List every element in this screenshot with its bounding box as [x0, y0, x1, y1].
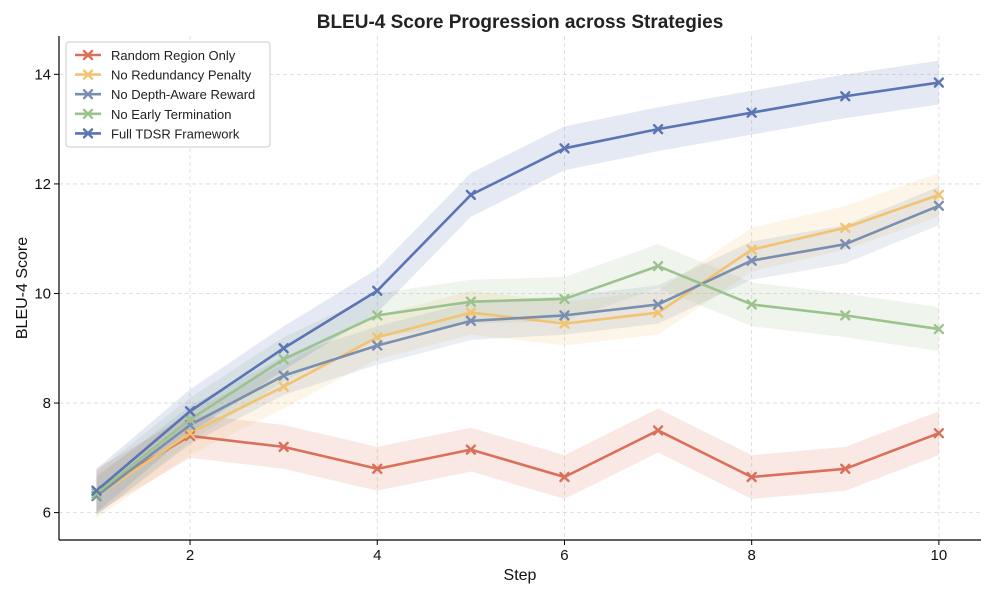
point-full-tdsr-framework [933, 77, 945, 88]
band-full-tdsr-framework [96, 60, 939, 513]
y-axis-label: BLEU-4 Score [14, 237, 31, 339]
point-no-early-termination [278, 354, 289, 365]
series-lines [95, 81, 940, 498]
point-no-early-termination [652, 260, 664, 272]
point-random-region-only [465, 444, 477, 455]
legend-label: Full TDSR Framework [111, 126, 240, 141]
point-no-early-termination [840, 310, 851, 321]
legend-marker [82, 49, 94, 61]
chart-title: BLEU-4 Score Progression across Strategi… [317, 12, 724, 33]
y-tick-label: 12 [34, 176, 51, 193]
point-no-depth-aware-reward [933, 200, 945, 212]
point-no-early-termination [933, 323, 945, 335]
point-no-redundancy-penalty [559, 318, 570, 329]
x-tick-label: 4 [373, 547, 381, 564]
legend-item-no-depth-aware-reward: No Depth-Aware Reward [75, 87, 255, 102]
point-full-tdsr-framework [840, 91, 851, 102]
legend-marker [82, 69, 94, 80]
series-markers [91, 77, 945, 502]
band-no-redundancy-penalty [96, 172, 939, 519]
legend-label: No Early Termination [111, 107, 231, 122]
legend: Random Region Only No Redundancy Penalty N… [65, 41, 271, 148]
line-no-depth-aware-reward [95, 204, 940, 498]
legend-marker [82, 128, 94, 139]
point-full-tdsr-framework [746, 107, 757, 118]
legend-label: No Depth-Aware Reward [111, 87, 255, 102]
point-no-redundancy-penalty [184, 427, 196, 439]
point-no-depth-aware-reward [372, 340, 383, 351]
point-no-early-termination [559, 293, 570, 305]
grid [59, 36, 981, 540]
y-tick-label: 8 [43, 395, 51, 412]
point-no-depth-aware-reward [559, 310, 570, 321]
ticks: 2 4 6 8 10 6 8 10 12 14 [34, 66, 947, 564]
legend-item-full-tdsr-framework: Full TDSR Framework [75, 126, 240, 141]
point-full-tdsr-framework [559, 143, 570, 154]
legend-marker [82, 88, 94, 100]
point-no-redundancy-penalty [652, 307, 664, 318]
y-tick-label: 6 [43, 505, 51, 522]
point-no-early-termination [465, 296, 477, 307]
point-no-redundancy-penalty [746, 244, 757, 255]
point-no-early-termination [372, 310, 383, 321]
point-no-depth-aware-reward [652, 299, 664, 310]
point-no-depth-aware-reward [840, 238, 851, 250]
point-full-tdsr-framework [278, 343, 289, 354]
x-tick-label: 10 [931, 547, 948, 564]
line-full-tdsr-framework [95, 81, 940, 492]
y-tick-label: 10 [34, 285, 51, 302]
point-no-redundancy-penalty [933, 189, 945, 201]
band-random-region-only [96, 408, 939, 513]
line-no-early-termination [95, 264, 940, 495]
legend-box [65, 41, 271, 148]
point-full-tdsr-framework [372, 285, 383, 296]
point-random-region-only [746, 471, 757, 483]
legend-marker [82, 108, 94, 120]
point-no-early-termination [746, 299, 757, 310]
legend-item-no-early-termination: No Early Termination [75, 107, 231, 122]
point-random-region-only [278, 441, 289, 453]
point-full-tdsr-framework [184, 406, 196, 417]
y-tick-label: 14 [34, 66, 51, 83]
point-full-tdsr-framework [91, 485, 102, 496]
legend-item-random-region-only: Random Region Only [75, 48, 236, 63]
legend-label: No Redundancy Penalty [111, 68, 252, 83]
x-axis-label: Step [504, 567, 537, 584]
band-no-early-termination [96, 244, 939, 516]
point-no-depth-aware-reward [278, 370, 289, 381]
confidence-bands [96, 60, 939, 519]
point-random-region-only [840, 463, 851, 474]
point-full-tdsr-framework [465, 189, 477, 201]
point-no-redundancy-penalty [372, 332, 383, 343]
legend-label: Random Region Only [111, 48, 236, 63]
x-tick-label: 8 [747, 547, 755, 564]
point-full-tdsr-framework [652, 123, 664, 135]
point-no-depth-aware-reward [746, 255, 757, 266]
point-random-region-only [372, 463, 383, 474]
line-random-region-only [95, 429, 940, 492]
point-no-depth-aware-reward [465, 315, 477, 327]
point-no-redundancy-penalty [278, 381, 289, 392]
point-no-redundancy-penalty [465, 307, 477, 318]
legend-item-no-redundancy-penalty: No Redundancy Penalty [75, 68, 252, 83]
x-tick-label: 2 [186, 547, 194, 564]
point-random-region-only [559, 471, 570, 483]
point-no-redundancy-penalty [840, 222, 851, 233]
band-no-depth-aware-reward [96, 186, 939, 516]
point-no-early-termination [184, 414, 196, 425]
point-random-region-only [184, 430, 196, 442]
point-no-early-termination [91, 488, 102, 499]
point-random-region-only [933, 427, 945, 439]
point-random-region-only [652, 425, 664, 436]
x-tick-label: 6 [560, 547, 568, 564]
